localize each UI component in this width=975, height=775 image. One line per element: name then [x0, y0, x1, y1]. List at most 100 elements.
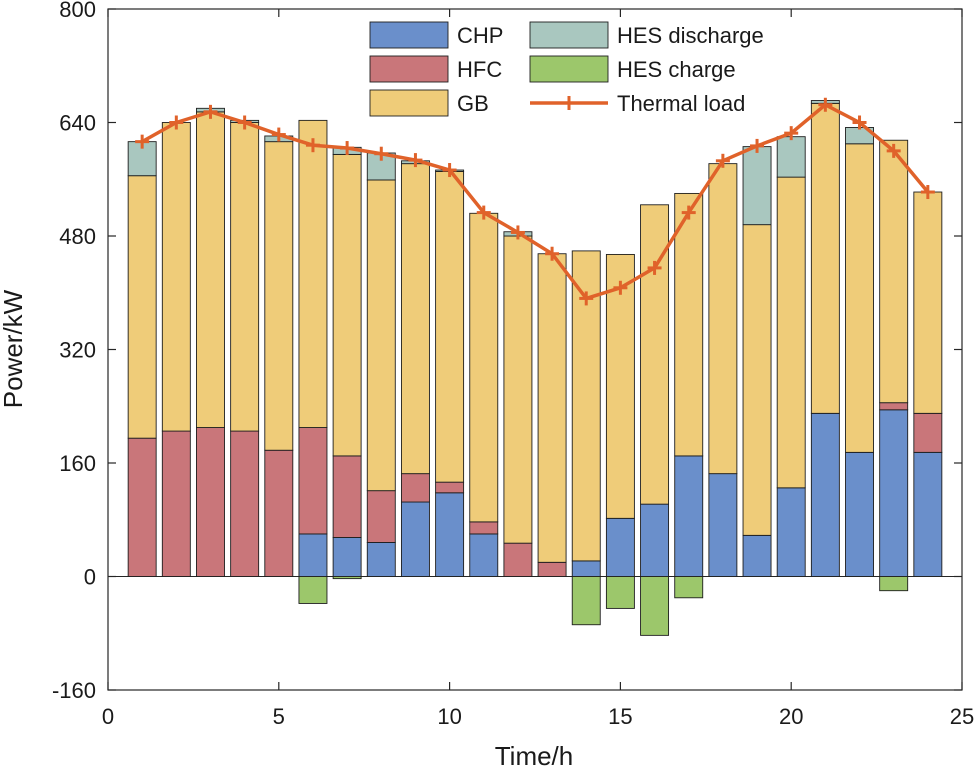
bar-hfc-8: [366, 490, 396, 543]
bar-hes-charge-14: [571, 576, 601, 626]
bar-hfc-7: [332, 455, 362, 538]
thermal-load-marker-17: [681, 205, 696, 220]
y-tick-label: 320: [59, 338, 96, 363]
bar-gb-2: [161, 122, 191, 432]
x-tick-label: 25: [950, 704, 974, 729]
bar-hfc-9: [400, 473, 430, 503]
bar-gb-8: [366, 179, 396, 492]
thermal-load-marker-6: [305, 138, 320, 153]
y-tick-label: 160: [59, 451, 96, 476]
bar-hes-charge-17: [674, 576, 704, 599]
bar-hes-charge-16: [640, 576, 670, 636]
thermal-load-marker-10: [442, 163, 457, 178]
thermal-load-marker-15: [613, 280, 628, 295]
thermal-load-line: [141, 103, 930, 301]
thermal-load-marker-16: [647, 260, 662, 275]
legend-entry-chp: CHP: [369, 21, 503, 49]
bar-hfc-4: [230, 430, 260, 577]
legend-swatch-hfc: [369, 55, 449, 83]
bar-chp-9: [400, 501, 430, 577]
bar-hfc-23: [879, 402, 909, 411]
thermal-load-marker-1: [135, 134, 150, 149]
bar-gb-23: [879, 139, 909, 404]
bar-chp-10: [435, 492, 465, 577]
bar-hfc-24: [913, 412, 943, 453]
bar-gb-10: [435, 170, 465, 483]
legend-label-thermal-load: Thermal load: [617, 91, 745, 116]
y-tick-label: 640: [59, 111, 96, 136]
legend-swatch-gb: [369, 89, 449, 117]
legend-label-hes-discharge: HES discharge: [617, 23, 764, 48]
bar-gb-21: [810, 102, 840, 414]
y-tick-label: 0: [84, 565, 96, 590]
bar-group: [127, 100, 943, 636]
thermal-load-marker-20: [784, 126, 799, 141]
bar-hes-charge-23: [879, 576, 909, 592]
thermal-load-marker-19: [750, 138, 765, 153]
y-tick-label: -160: [52, 678, 96, 703]
bar-gb-13: [537, 253, 567, 563]
bar-gb-22: [845, 143, 874, 453]
bar-gb-6: [298, 119, 328, 428]
bar-gb-20: [776, 176, 806, 489]
thermal-load-marker-13: [545, 246, 560, 261]
bar-hfc-10: [435, 481, 465, 494]
bar-chp-23: [879, 409, 909, 577]
bar-chp-7: [332, 537, 362, 577]
thermal-load-marker-11: [476, 205, 491, 220]
bar-hfc-13: [537, 561, 567, 577]
legend-label-chp: CHP: [457, 23, 503, 48]
bar-gb-17: [674, 192, 704, 457]
bar-hes-discharge-20: [776, 136, 806, 178]
bar-gb-15: [605, 253, 635, 519]
bar-gb-18: [708, 163, 738, 475]
legend-entry-hes-discharge: HES discharge: [529, 21, 764, 49]
bar-chp-16: [640, 503, 670, 577]
bar-gb-9: [400, 163, 430, 475]
legend-swatch-chp: [369, 21, 449, 49]
x-tick-label: 20: [779, 704, 803, 729]
legend: CHP HES discharge HFC HES charge GB Thermal l…: [369, 21, 764, 117]
y-axis-title: Power/kW: [0, 289, 28, 408]
thermal-load-marker-12: [510, 225, 525, 240]
thermal-load-marker-8: [374, 146, 389, 161]
x-tick-label: 10: [437, 704, 461, 729]
legend-entry-hes-charge: HES charge: [529, 55, 736, 83]
bar-gb-3: [196, 111, 225, 428]
thermal-load-marker-22: [852, 115, 867, 130]
bar-chp-11: [469, 533, 499, 577]
legend-entry-hfc: HFC: [369, 55, 502, 83]
legend-swatch-hes-discharge: [529, 21, 609, 49]
bar-gb-4: [230, 122, 260, 432]
bar-gb-12: [503, 235, 533, 544]
bar-chp-24: [913, 451, 943, 577]
thermal-load-line-group: [135, 97, 935, 306]
bar-gb-1: [127, 175, 157, 439]
bar-chp-22: [845, 451, 874, 577]
bar-chp-19: [742, 534, 772, 577]
bar-hfc-12: [503, 542, 533, 577]
legend-label-hfc: HFC: [457, 57, 502, 82]
bar-hfc-6: [298, 427, 328, 535]
bar-hes-charge-6: [298, 576, 328, 604]
bar-chp-20: [776, 487, 806, 577]
bar-hfc-2: [161, 430, 191, 577]
thermal-load-marker-18: [715, 153, 730, 168]
bar-gb-11: [469, 212, 499, 523]
legend-label-hes-charge: HES charge: [617, 57, 736, 82]
bar-chp-18: [708, 473, 738, 577]
bar-gb-24: [913, 191, 943, 414]
bar-hfc-5: [264, 449, 294, 577]
y-tick-label: 800: [59, 0, 96, 22]
bar-hes-discharge-19: [742, 146, 772, 226]
bar-chp-17: [674, 455, 704, 577]
thermal-load-marker-23: [886, 143, 901, 158]
y-tick-label: 480: [59, 224, 96, 249]
bar-hfc-11: [469, 521, 499, 535]
bar-hes-charge-15: [605, 576, 635, 609]
bar-chp-8: [366, 542, 396, 577]
bar-hes-charge-7: [332, 576, 362, 580]
